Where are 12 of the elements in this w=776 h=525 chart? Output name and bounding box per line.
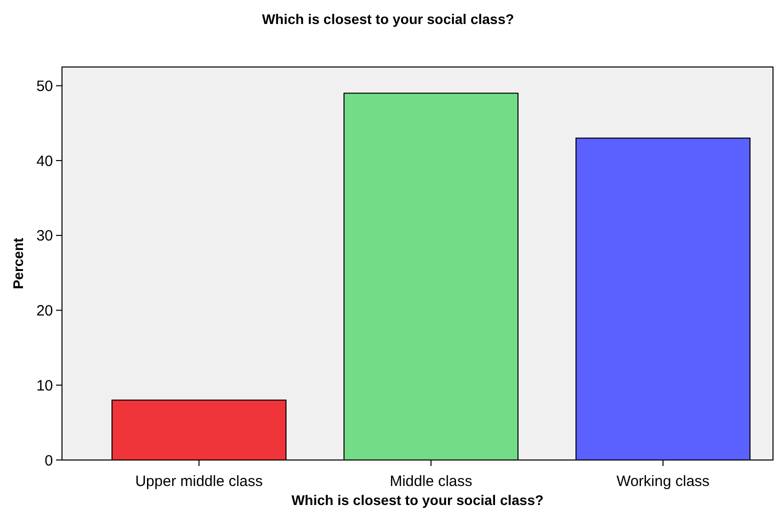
x-tick-label: Upper middle class (135, 473, 263, 490)
y-tick-label: 20 (36, 302, 53, 320)
y-tick-label: 50 (36, 78, 53, 95)
y-tick-label: 30 (36, 228, 53, 245)
y-axis-title: Percent (10, 237, 26, 290)
x-tick-label: Middle class (390, 473, 472, 490)
x-tick-label: Working class (616, 473, 710, 490)
x-axis-title: Which is closest to your social class? (291, 492, 544, 508)
y-tick-label: 10 (36, 377, 53, 394)
y-tick-label: 0 (44, 452, 53, 470)
chart-title: Which is closest to your social class? (262, 11, 514, 27)
y-tick-label: 40 (36, 152, 53, 170)
